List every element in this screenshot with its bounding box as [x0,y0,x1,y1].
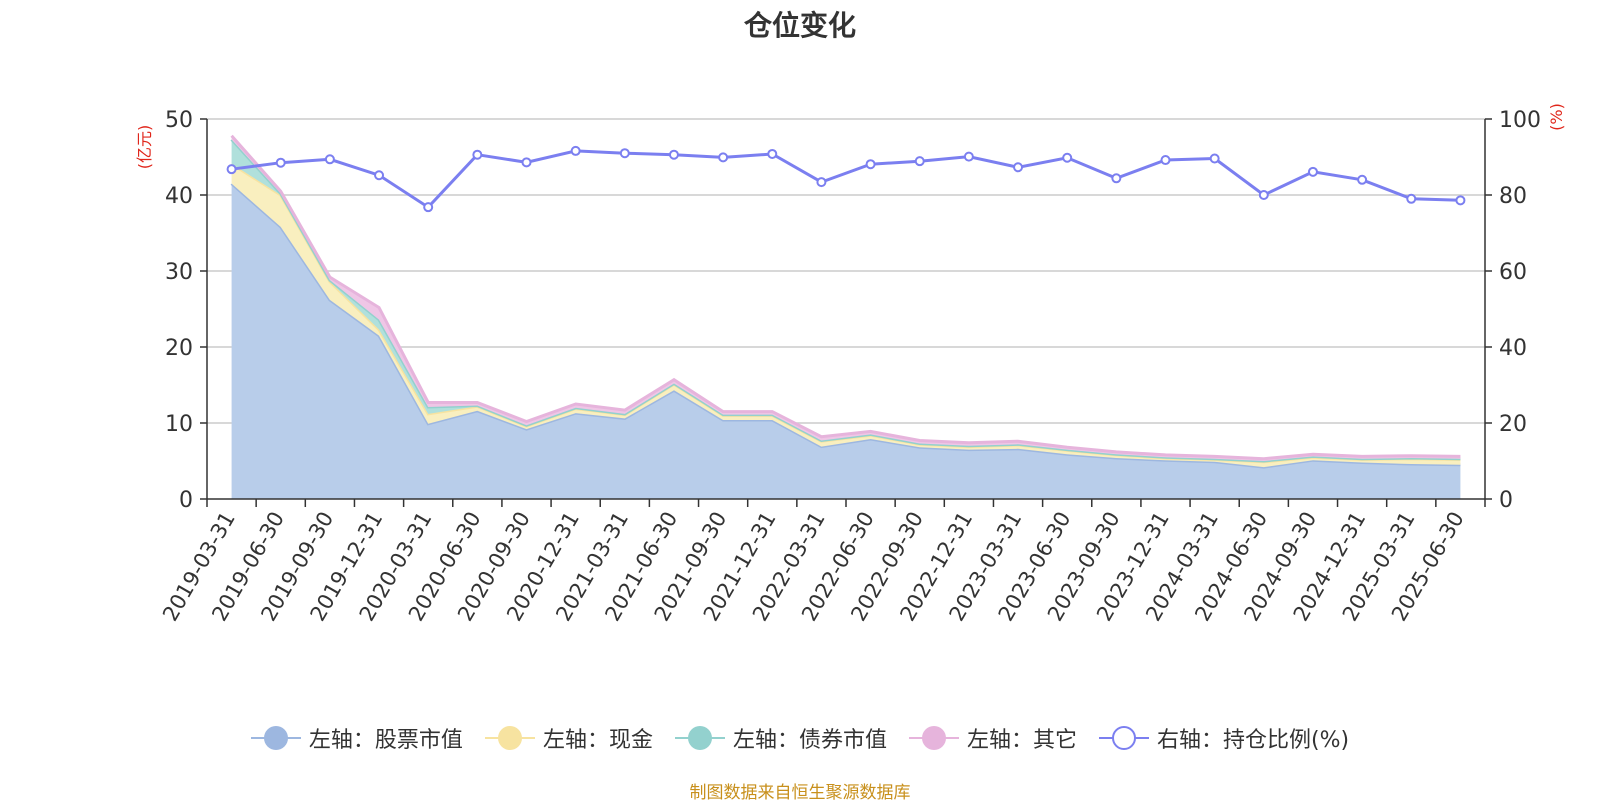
ratio-point [1111,173,1122,184]
right-axis-tick-label: 80 [1499,184,1527,209]
stacked-areas [230,134,1461,499]
left-axis-tick-label: 50 [165,108,193,133]
ratio-point [1013,162,1024,173]
right-axis-tick-label: 0 [1499,488,1513,513]
ratio-point [865,159,876,170]
ratio-point [570,145,581,156]
ratio-point [1258,190,1269,200]
ratio-point [914,156,925,167]
ratio-point [521,157,532,168]
ratio-point [1357,174,1368,185]
legend-icon-cash [484,725,535,751]
right-axis-label: (%) [1547,103,1566,131]
ratio-point [1160,155,1171,166]
ratio-point [1307,166,1318,177]
ratio-line [226,145,1466,213]
grid-lines [207,118,1485,424]
right-axis-tick-label: 20 [1499,412,1527,437]
data-source-note: 制图数据来自恒生聚源数据库 [689,783,911,803]
ratio-point [472,149,483,160]
ratio-point [1209,153,1220,164]
legend-item-other[interactable]: 左轴：其它 [908,722,1077,754]
ratio-point [668,149,679,160]
legend-item-bond[interactable]: 左轴：债券市值 [674,722,887,754]
legend-label-other: 左轴：其它 [966,728,1077,753]
legend: 左轴：股票市值 左轴：现金 左轴：债券市值 左轴：其它 右轴：持仓比例(%) [0,722,1600,754]
ratio-point [374,170,385,181]
ratio-point [324,154,335,165]
legend-label-cash: 左轴：现金 [542,728,653,753]
ratio-point [718,152,729,163]
legend-icon-other [908,725,959,751]
ratio-point [816,177,827,188]
left-axis-label: (亿元) [135,125,154,170]
ratio-point [275,157,286,168]
ratio-line-path [231,149,1461,210]
ratio-point [767,148,778,159]
ratio-point [226,164,237,175]
ratio-point [1406,193,1417,204]
ratio-point [963,151,974,162]
chart-title: 仓位变化 [743,9,856,42]
left-axis-tick-label: 10 [165,412,193,437]
left-axis-tick-label: 30 [165,260,193,285]
legend-item-ratio[interactable]: 右轴：持仓比例(%) [1098,722,1350,754]
left-axis-tick-label: 20 [165,336,193,361]
area-0 [231,183,1461,499]
legend-label-bond: 左轴：债券市值 [732,728,887,753]
right-axis-tick-label: 40 [1499,336,1527,361]
right-axis-tick-label: 60 [1499,260,1527,285]
left-axis-tick-label: 40 [165,184,193,209]
ratio-point [1062,152,1073,163]
legend-item-cash[interactable]: 左轴：现金 [484,722,653,754]
right-axis-tick-label: 100 [1499,108,1541,133]
ratio-point [619,148,630,159]
legend-item-stock[interactable]: 左轴：股票市值 [250,722,463,754]
area-line-3 [230,134,1461,461]
legend-label-stock: 左轴：股票市值 [308,728,463,753]
legend-icon-bond [674,725,725,751]
legend-icon-stock [250,725,301,751]
ratio-point [423,202,434,213]
ratio-point [1455,195,1466,206]
legend-label-ratio: 右轴：持仓比例(%) [1156,728,1350,753]
legend-icon-ratio [1098,725,1149,751]
left-axis-tick-label: 0 [179,488,193,513]
